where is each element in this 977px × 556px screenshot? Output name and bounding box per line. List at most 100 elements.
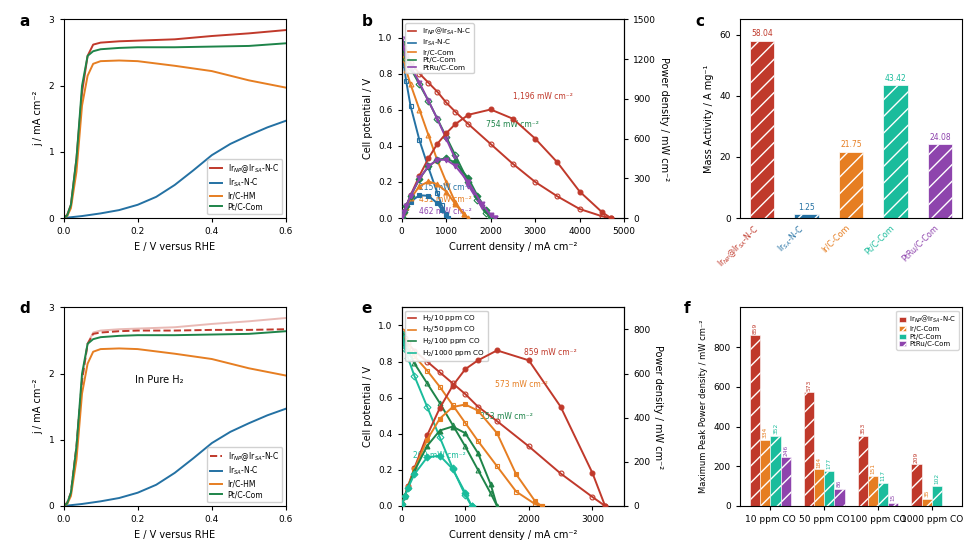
Ir/C-HM bbox=[132, 58, 144, 64]
Y-axis label: j / mA cm⁻²: j / mA cm⁻² bbox=[33, 379, 43, 434]
Text: 1.25: 1.25 bbox=[798, 203, 815, 212]
Pt/C-Com bbox=[113, 44, 125, 51]
Bar bbox=[868, 476, 878, 506]
Bar bbox=[750, 41, 775, 218]
Text: 43.42: 43.42 bbox=[885, 74, 907, 83]
Ir/C-HM bbox=[169, 62, 181, 69]
Text: 352: 352 bbox=[773, 423, 778, 434]
Ir$_{NP}$@Ir$_{SA}$-N-C bbox=[58, 215, 69, 221]
Bar bbox=[912, 464, 921, 506]
Bar bbox=[825, 471, 834, 506]
Bar bbox=[858, 436, 868, 506]
Line: Ir/C-HM: Ir/C-HM bbox=[64, 61, 286, 218]
Bar bbox=[878, 483, 888, 506]
Ir$_{NP}$@Ir$_{SA}$-N-C bbox=[95, 39, 106, 46]
Text: 431 mW cm⁻²: 431 mW cm⁻² bbox=[419, 195, 472, 204]
Ir/C-HM bbox=[65, 205, 77, 211]
Ir$_{SA}$-N-C bbox=[262, 124, 274, 131]
Legend: H$_2$/10 ppm CO, H$_2$/50 ppm CO, H$_2$/100 ppm CO, H$_2$/1000 ppm CO: H$_2$/10 ppm CO, H$_2$/50 ppm CO, H$_2$/… bbox=[405, 311, 488, 361]
Ir$_{SA}$-N-C bbox=[150, 193, 162, 200]
Text: 24.08: 24.08 bbox=[929, 133, 951, 142]
Pt/C-Com bbox=[95, 46, 106, 53]
Text: 21.75: 21.75 bbox=[840, 140, 862, 149]
Text: 859 mW cm⁻²: 859 mW cm⁻² bbox=[524, 348, 576, 357]
Text: a: a bbox=[19, 13, 29, 28]
Ir$_{SA}$-N-C bbox=[243, 132, 255, 138]
Pt/C-Com bbox=[58, 215, 69, 221]
Pt/C-Com bbox=[65, 201, 77, 208]
Line: Ir$_{SA}$-N-C: Ir$_{SA}$-N-C bbox=[64, 121, 286, 218]
Pt/C-Com bbox=[62, 212, 73, 219]
Text: 246: 246 bbox=[784, 444, 788, 455]
Text: 334: 334 bbox=[763, 427, 768, 438]
Ir/C-HM bbox=[95, 58, 106, 64]
Pt/C-Com bbox=[76, 82, 88, 89]
Bar bbox=[750, 335, 760, 506]
Bar bbox=[781, 457, 790, 506]
Text: 58.04: 58.04 bbox=[751, 29, 773, 38]
Y-axis label: Mass Activity / A mg⁻¹: Mass Activity / A mg⁻¹ bbox=[703, 64, 714, 173]
Text: 177: 177 bbox=[827, 458, 831, 469]
Legend: Ir$_{NP}$@Ir$_{SA}$-N-C, Ir$_{SA}$-N-C, Ir/C-Com, Pt/C-Com, PtRu/C-Com: Ir$_{NP}$@Ir$_{SA}$-N-C, Ir$_{SA}$-N-C, … bbox=[405, 23, 474, 73]
Bar bbox=[804, 392, 814, 506]
Ir/C-HM bbox=[87, 61, 99, 67]
Ir/C-HM bbox=[70, 168, 82, 175]
X-axis label: E / V versus RHE: E / V versus RHE bbox=[134, 242, 215, 252]
Text: 184: 184 bbox=[817, 456, 822, 468]
Pt/C-Com bbox=[87, 48, 99, 54]
Text: 209: 209 bbox=[913, 451, 919, 463]
Ir$_{SA}$-N-C bbox=[58, 215, 69, 221]
Ir$_{NP}$@Ir$_{SA}$-N-C bbox=[62, 211, 73, 218]
Text: d: d bbox=[19, 301, 29, 316]
Text: 209 mW cm⁻²: 209 mW cm⁻² bbox=[413, 451, 466, 460]
Text: 15: 15 bbox=[891, 494, 896, 502]
Ir$_{NP}$@Ir$_{SA}$-N-C bbox=[82, 52, 94, 59]
Bar bbox=[839, 152, 864, 218]
Legend: Ir$_{NP}$@Ir$_{SA}$-N-C, Ir/C-Com, Pt/C-Com, PtRu/C-Com: Ir$_{NP}$@Ir$_{SA}$-N-C, Ir/C-Com, Pt/C-… bbox=[896, 311, 958, 350]
Ir$_{NP}$@Ir$_{SA}$-N-C bbox=[169, 36, 181, 43]
Bar bbox=[760, 440, 771, 506]
Text: 117: 117 bbox=[880, 470, 885, 481]
Y-axis label: Power density / mW cm⁻²: Power density / mW cm⁻² bbox=[658, 57, 668, 181]
Pt/C-Com bbox=[243, 43, 255, 49]
Ir/C-HM bbox=[76, 102, 88, 109]
Text: 462 mW cm⁻²: 462 mW cm⁻² bbox=[419, 207, 472, 216]
Ir/C-HM bbox=[58, 215, 69, 221]
Bar bbox=[928, 145, 953, 218]
Text: c: c bbox=[696, 13, 704, 28]
Ir/C-HM bbox=[62, 213, 73, 220]
Ir$_{NP}$@Ir$_{SA}$-N-C bbox=[76, 89, 88, 96]
Pt/C-Com bbox=[132, 44, 144, 51]
Text: 151: 151 bbox=[871, 463, 875, 474]
Ir$_{SA}$-N-C bbox=[95, 210, 106, 217]
Pt/C-Com bbox=[70, 155, 82, 162]
Ir$_{SA}$-N-C bbox=[132, 201, 144, 208]
Ir$_{SA}$-N-C bbox=[188, 167, 199, 173]
Y-axis label: Maximum Peak Power density / mW cm⁻²: Maximum Peak Power density / mW cm⁻² bbox=[699, 320, 708, 493]
Text: f: f bbox=[684, 301, 691, 316]
Ir$_{NP}$@Ir$_{SA}$-N-C bbox=[132, 37, 144, 44]
Ir$_{NP}$@Ir$_{SA}$-N-C bbox=[113, 38, 125, 44]
Text: 859: 859 bbox=[752, 322, 757, 334]
X-axis label: Current density / mA cm⁻²: Current density / mA cm⁻² bbox=[448, 529, 577, 539]
Pt/C-Com bbox=[169, 44, 181, 51]
Ir$_{NP}$@Ir$_{SA}$-N-C bbox=[206, 33, 218, 39]
Ir$_{SA}$-N-C bbox=[169, 182, 181, 188]
Text: b: b bbox=[361, 13, 372, 28]
Text: 754 mW cm⁻²: 754 mW cm⁻² bbox=[487, 120, 539, 128]
Bar bbox=[814, 469, 825, 506]
Ir$_{NP}$@Ir$_{SA}$-N-C bbox=[70, 155, 82, 162]
Ir$_{NP}$@Ir$_{SA}$-N-C bbox=[280, 27, 292, 33]
Text: 102: 102 bbox=[934, 473, 940, 484]
Text: 1,196 mW cm⁻²: 1,196 mW cm⁻² bbox=[513, 92, 573, 101]
Pt/C-Com bbox=[82, 52, 94, 59]
Ir/C-HM bbox=[206, 68, 218, 75]
Legend: Ir$_{NP}$@Ir$_{SA}$-N-C, Ir$_{SA}$-N-C, Ir/C-HM, Pt/C-Com: Ir$_{NP}$@Ir$_{SA}$-N-C, Ir$_{SA}$-N-C, … bbox=[207, 447, 282, 502]
Pt/C-Com bbox=[206, 43, 218, 50]
Text: 35: 35 bbox=[924, 490, 929, 498]
Ir$_{NP}$@Ir$_{SA}$-N-C bbox=[87, 41, 99, 48]
Bar bbox=[794, 214, 819, 218]
Bar bbox=[883, 86, 908, 218]
Ir$_{SA}$-N-C bbox=[113, 207, 125, 214]
Text: In Pure H₂: In Pure H₂ bbox=[135, 375, 184, 385]
